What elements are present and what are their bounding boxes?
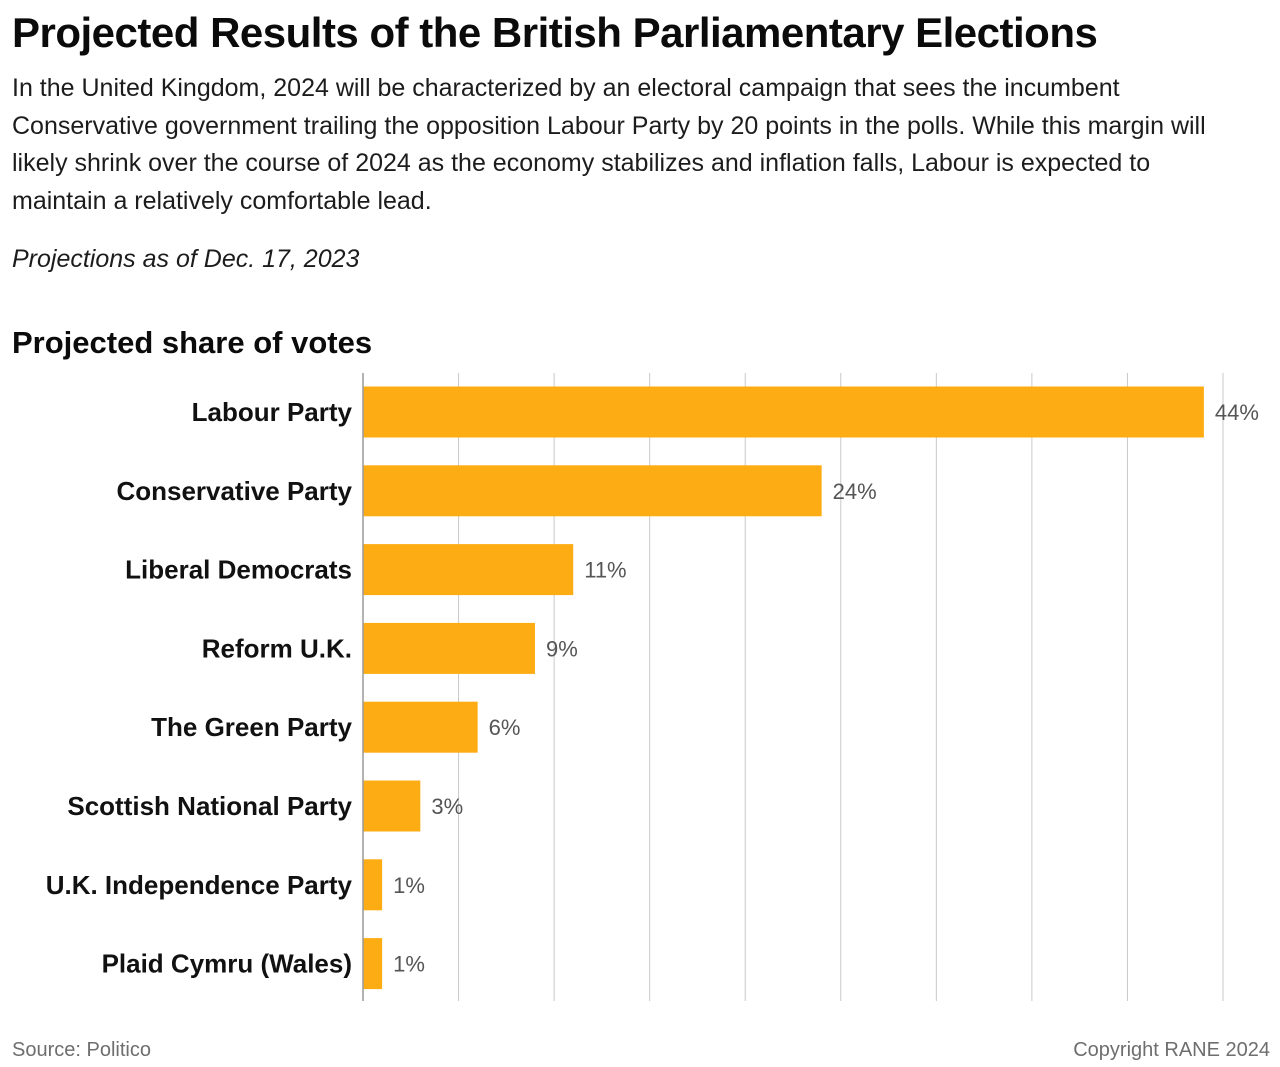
bar — [363, 780, 421, 832]
value-label: 1% — [393, 873, 425, 898]
category-label: Plaid Cymru (Wales) — [102, 949, 352, 979]
value-label: 44% — [1215, 400, 1259, 425]
value-label: 24% — [833, 479, 877, 504]
page-title: Projected Results of the British Parliam… — [12, 9, 1098, 56]
category-label: U.K. Independence Party — [46, 870, 353, 900]
chart-title: Projected share of votes — [12, 325, 373, 360]
category-label: Liberal Democrats — [125, 555, 352, 585]
page-description: In the United Kingdom, 2024 will be char… — [12, 74, 1206, 215]
value-label: 11% — [584, 558, 626, 583]
bar — [363, 701, 478, 753]
category-label: Labour Party — [192, 397, 353, 427]
bar — [363, 386, 1204, 438]
source-note: Source: Politico — [12, 1039, 151, 1061]
bar — [363, 938, 383, 990]
value-label: 3% — [431, 794, 463, 819]
bar — [363, 859, 383, 911]
bar — [363, 544, 574, 596]
bar — [363, 465, 822, 517]
value-label: 6% — [489, 715, 521, 740]
value-label: 1% — [393, 952, 425, 977]
bar — [363, 622, 535, 674]
category-label: Reform U.K. — [202, 633, 352, 663]
category-label: The Green Party — [151, 712, 352, 742]
category-label: Conservative Party — [116, 476, 352, 506]
copyright-note: Copyright RANE 2024 — [1073, 1039, 1270, 1061]
value-label: 9% — [546, 636, 578, 661]
category-label: Scottish National Party — [67, 791, 352, 821]
projection-dateline: Projections as of Dec. 17, 2023 — [12, 245, 360, 273]
